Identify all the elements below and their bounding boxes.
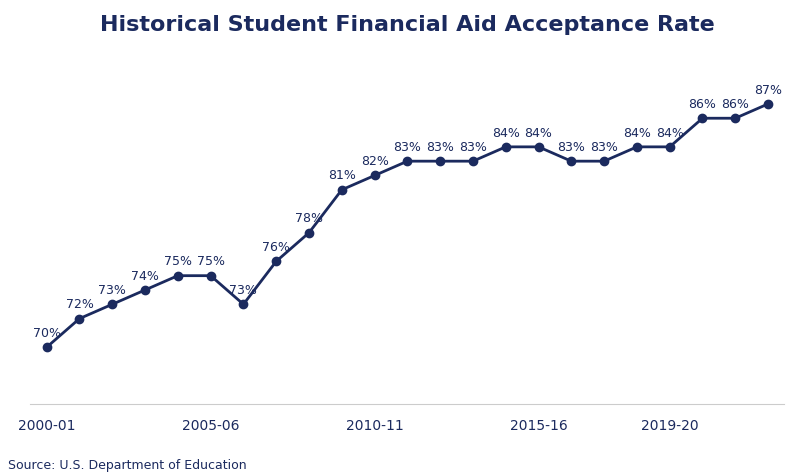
Text: 78%: 78% bbox=[295, 212, 323, 225]
Text: 84%: 84% bbox=[623, 126, 651, 139]
Text: 84%: 84% bbox=[656, 126, 684, 139]
Text: 86%: 86% bbox=[722, 98, 750, 110]
Text: 72%: 72% bbox=[66, 298, 94, 311]
Text: 70%: 70% bbox=[33, 326, 61, 339]
Text: 83%: 83% bbox=[558, 140, 586, 154]
Text: 74%: 74% bbox=[131, 269, 159, 282]
Text: 84%: 84% bbox=[525, 126, 553, 139]
Text: 83%: 83% bbox=[426, 140, 454, 154]
Text: 83%: 83% bbox=[394, 140, 422, 154]
Text: 73%: 73% bbox=[98, 283, 126, 297]
Text: 83%: 83% bbox=[459, 140, 487, 154]
Text: 73%: 73% bbox=[230, 283, 258, 297]
Text: 83%: 83% bbox=[590, 140, 618, 154]
Text: 75%: 75% bbox=[197, 255, 225, 268]
Text: 84%: 84% bbox=[492, 126, 520, 139]
Text: 81%: 81% bbox=[328, 169, 356, 182]
Text: 82%: 82% bbox=[361, 155, 389, 168]
Text: 76%: 76% bbox=[262, 240, 290, 254]
Text: 86%: 86% bbox=[689, 98, 717, 110]
Title: Historical Student Financial Aid Acceptance Rate: Historical Student Financial Aid Accepta… bbox=[100, 15, 714, 35]
Text: Source: U.S. Department of Education: Source: U.S. Department of Education bbox=[8, 458, 246, 471]
Text: 75%: 75% bbox=[164, 255, 192, 268]
Text: 87%: 87% bbox=[754, 83, 782, 96]
